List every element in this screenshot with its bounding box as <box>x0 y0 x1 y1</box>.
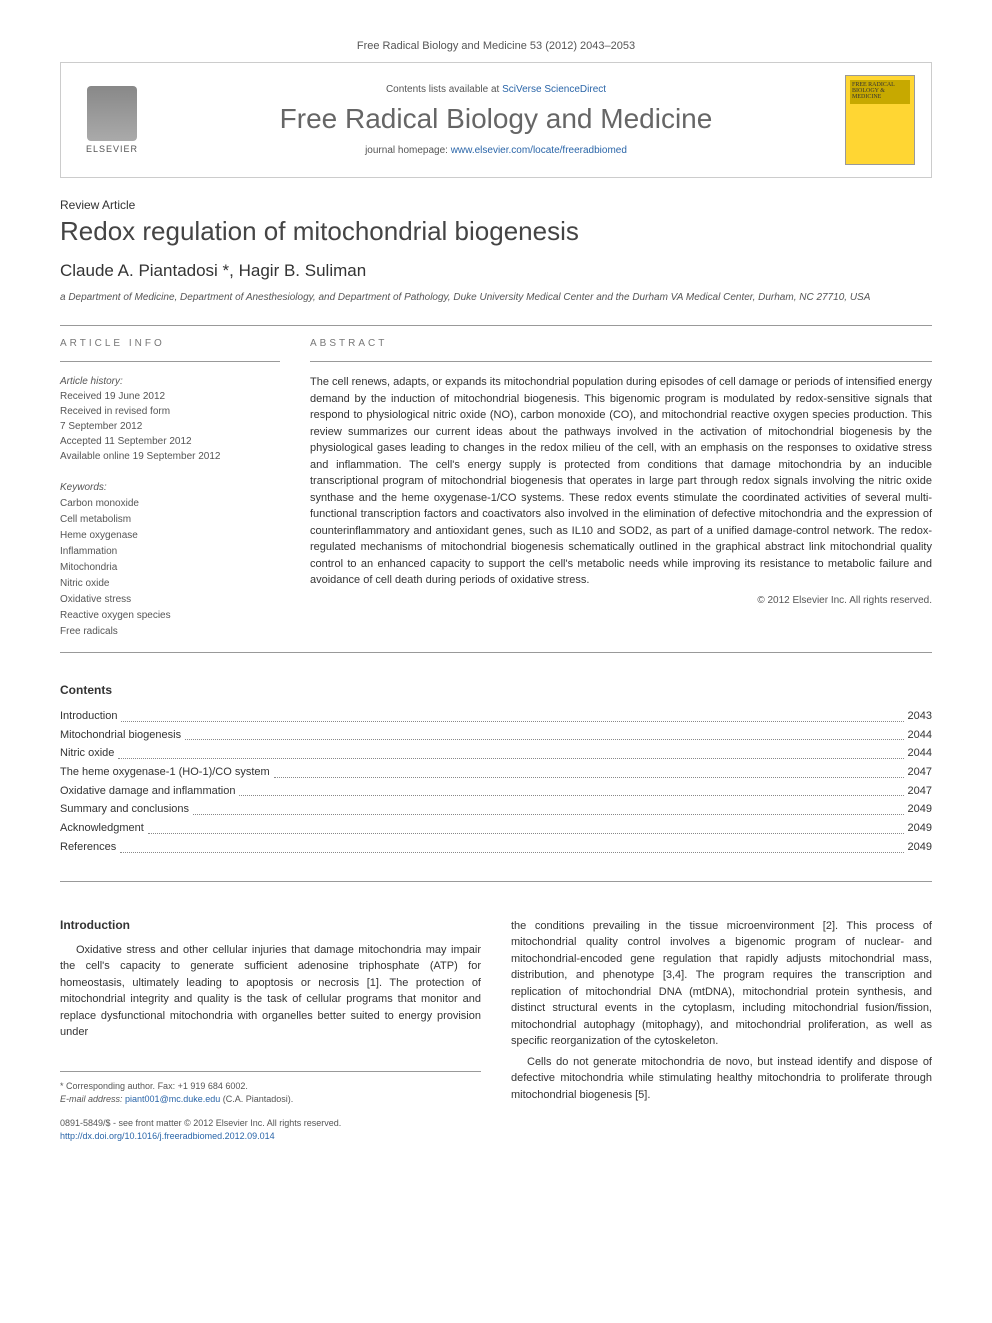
article-title: Redox regulation of mitochondrial biogen… <box>60 216 932 247</box>
keywords-block: Keywords: Carbon monoxide Cell metabolis… <box>60 480 280 640</box>
divider <box>60 325 932 326</box>
toc-page: 2047 <box>908 782 932 801</box>
publisher-name: ELSEVIER <box>86 144 138 154</box>
keyword: Free radicals <box>60 624 280 640</box>
publisher-logo: ELSEVIER <box>77 80 147 160</box>
toc-dots <box>239 782 903 797</box>
toc-item: The heme oxygenase-1 (HO-1)/CO system 204… <box>60 763 932 782</box>
contents-title: Contents <box>60 683 932 697</box>
divider <box>310 361 932 362</box>
keyword: Carbon monoxide <box>60 496 280 512</box>
keywords-label: Keywords: <box>60 480 280 496</box>
toc-item: References 2049 <box>60 838 932 857</box>
toc-page: 2043 <box>908 707 932 726</box>
toc-page: 2044 <box>908 726 932 745</box>
toc-page: 2044 <box>908 744 932 763</box>
keyword: Inflammation <box>60 544 280 560</box>
intro-paragraph: the conditions prevailing in the tissue … <box>511 918 932 1050</box>
toc-label: Nitric oxide <box>60 744 114 763</box>
contents-available-line: Contents lists available at SciVerse Sci… <box>163 84 829 95</box>
journal-header-box: ELSEVIER Contents lists available at Sci… <box>60 62 932 178</box>
toc-item: Nitric oxide 2044 <box>60 744 932 763</box>
history-line: Available online 19 September 2012 <box>60 449 280 464</box>
affiliation: a Department of Medicine, Department of … <box>60 291 932 305</box>
cover-title-stripe: FREE RADICAL BIOLOGY & MEDICINE <box>850 80 910 104</box>
toc-dots <box>185 726 903 741</box>
divider <box>60 881 932 882</box>
keyword: Cell metabolism <box>60 512 280 528</box>
keyword: Mitochondria <box>60 560 280 576</box>
doi-link[interactable]: http://dx.doi.org/10.1016/j.freeradbiome… <box>60 1130 481 1144</box>
authors: Claude A. Piantadosi *, Hagir B. Suliman <box>60 261 932 281</box>
toc-label: Introduction <box>60 707 117 726</box>
toc-label: Summary and conclusions <box>60 800 189 819</box>
divider <box>60 361 280 362</box>
toc-label: Mitochondrial biogenesis <box>60 726 181 745</box>
doi-url[interactable]: http://dx.doi.org/10.1016/j.freeradbiome… <box>60 1131 275 1141</box>
article-info-label: ARTICLE INFO <box>60 338 280 349</box>
intro-paragraph: Cells do not generate mitochondria de no… <box>511 1054 932 1104</box>
intro-heading: Introduction <box>60 918 481 932</box>
footer-section: * Corresponding author. Fax: +1 919 684 … <box>60 1071 481 1144</box>
toc-label: Oxidative damage and inflammation <box>60 782 235 801</box>
toc-list: Introduction2043Mitochondrial biogenesis… <box>60 707 932 857</box>
email-line: E-mail address: piant001@mc.duke.edu (C.… <box>60 1093 481 1107</box>
intro-paragraph: Oxidative stress and other cellular inju… <box>60 942 481 1041</box>
abstract-text: The cell renews, adapts, or expands its … <box>310 374 932 589</box>
journal-name: Free Radical Biology and Medicine <box>163 103 829 135</box>
keyword: Oxidative stress <box>60 592 280 608</box>
toc-item: Introduction 2043 <box>60 707 932 726</box>
sciencedirect-link[interactable]: SciVerse ScienceDirect <box>502 84 606 95</box>
keyword: Nitric oxide <box>60 576 280 592</box>
toc-label: The heme oxygenase-1 (HO-1)/CO system <box>60 763 270 782</box>
toc-page: 2049 <box>908 800 932 819</box>
contents-section: Contents Introduction2043Mitochondrial b… <box>60 683 932 857</box>
toc-page: 2047 <box>908 763 932 782</box>
divider <box>60 652 932 653</box>
article-type: Review Article <box>60 198 932 212</box>
history-line: Accepted 11 September 2012 <box>60 434 280 449</box>
copyright-footer: 0891-5849/$ - see front matter © 2012 El… <box>60 1117 481 1131</box>
journal-reference: Free Radical Biology and Medicine 53 (20… <box>60 40 932 52</box>
history-line: Received 19 June 2012 <box>60 389 280 404</box>
keyword: Reactive oxygen species <box>60 608 280 624</box>
abstract-label: ABSTRACT <box>310 338 932 349</box>
toc-label: Acknowledgment <box>60 819 144 838</box>
email-link[interactable]: piant001@mc.duke.edu <box>125 1094 220 1104</box>
history-line: 7 September 2012 <box>60 419 280 434</box>
homepage-prefix: journal homepage: <box>365 145 451 156</box>
elsevier-tree-icon <box>87 86 137 141</box>
toc-page: 2049 <box>908 838 932 857</box>
toc-label: References <box>60 838 116 857</box>
toc-page: 2049 <box>908 819 932 838</box>
history-label: Article history: <box>60 374 280 389</box>
toc-dots <box>118 744 903 759</box>
toc-dots <box>148 819 904 834</box>
homepage-link[interactable]: www.elsevier.com/locate/freeradbiomed <box>451 145 627 156</box>
contents-prefix: Contents lists available at <box>386 84 502 95</box>
toc-item: Mitochondrial biogenesis 2044 <box>60 726 932 745</box>
toc-item: Acknowledgment 2049 <box>60 819 932 838</box>
corresponding-author: * Corresponding author. Fax: +1 919 684 … <box>60 1080 481 1094</box>
toc-item: Summary and conclusions 2049 <box>60 800 932 819</box>
keyword: Heme oxygenase <box>60 528 280 544</box>
toc-dots <box>121 707 903 722</box>
email-label: E-mail address: <box>60 1094 125 1104</box>
toc-dots <box>193 800 904 815</box>
toc-dots <box>120 838 903 853</box>
abstract-copyright: © 2012 Elsevier Inc. All rights reserved… <box>310 595 932 606</box>
email-suffix: (C.A. Piantadosi). <box>220 1094 293 1104</box>
article-history: Article history: Received 19 June 2012 R… <box>60 374 280 464</box>
toc-item: Oxidative damage and inflammation 2047 <box>60 782 932 801</box>
journal-cover-thumbnail: FREE RADICAL BIOLOGY & MEDICINE <box>845 75 915 165</box>
homepage-line: journal homepage: www.elsevier.com/locat… <box>163 145 829 156</box>
toc-dots <box>274 763 904 778</box>
history-line: Received in revised form <box>60 404 280 419</box>
